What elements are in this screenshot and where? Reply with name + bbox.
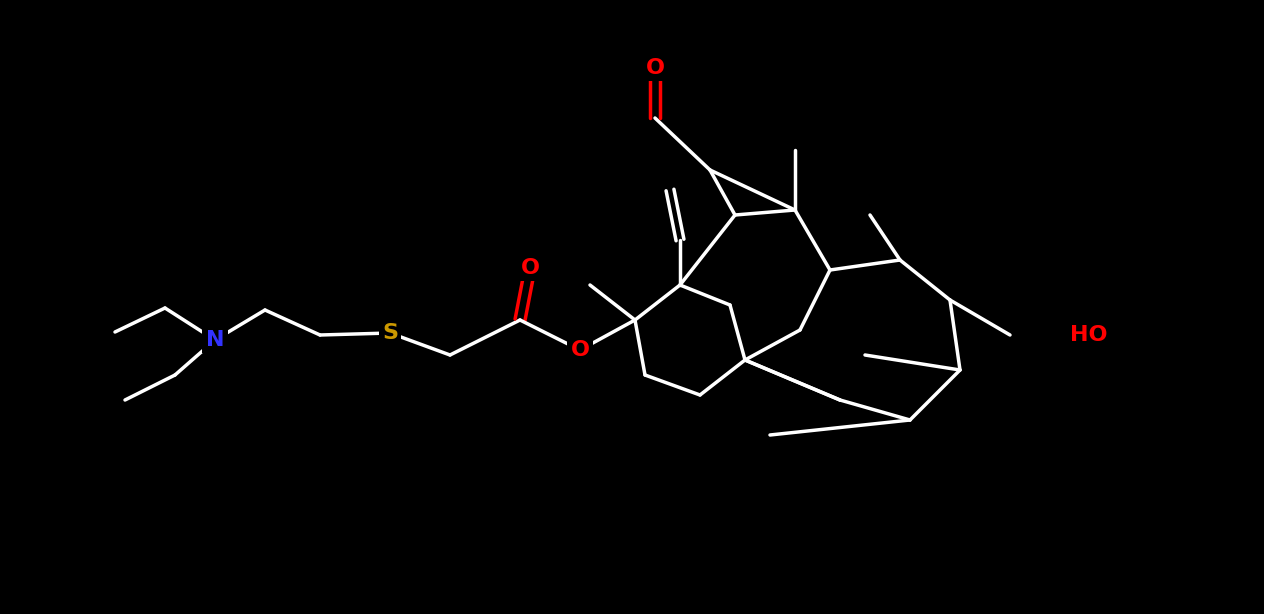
Text: O: O	[570, 340, 589, 360]
Text: O: O	[521, 258, 540, 278]
Text: N: N	[206, 330, 224, 350]
Text: O: O	[646, 58, 665, 78]
Text: HO: HO	[1071, 325, 1107, 345]
Text: S: S	[382, 323, 398, 343]
